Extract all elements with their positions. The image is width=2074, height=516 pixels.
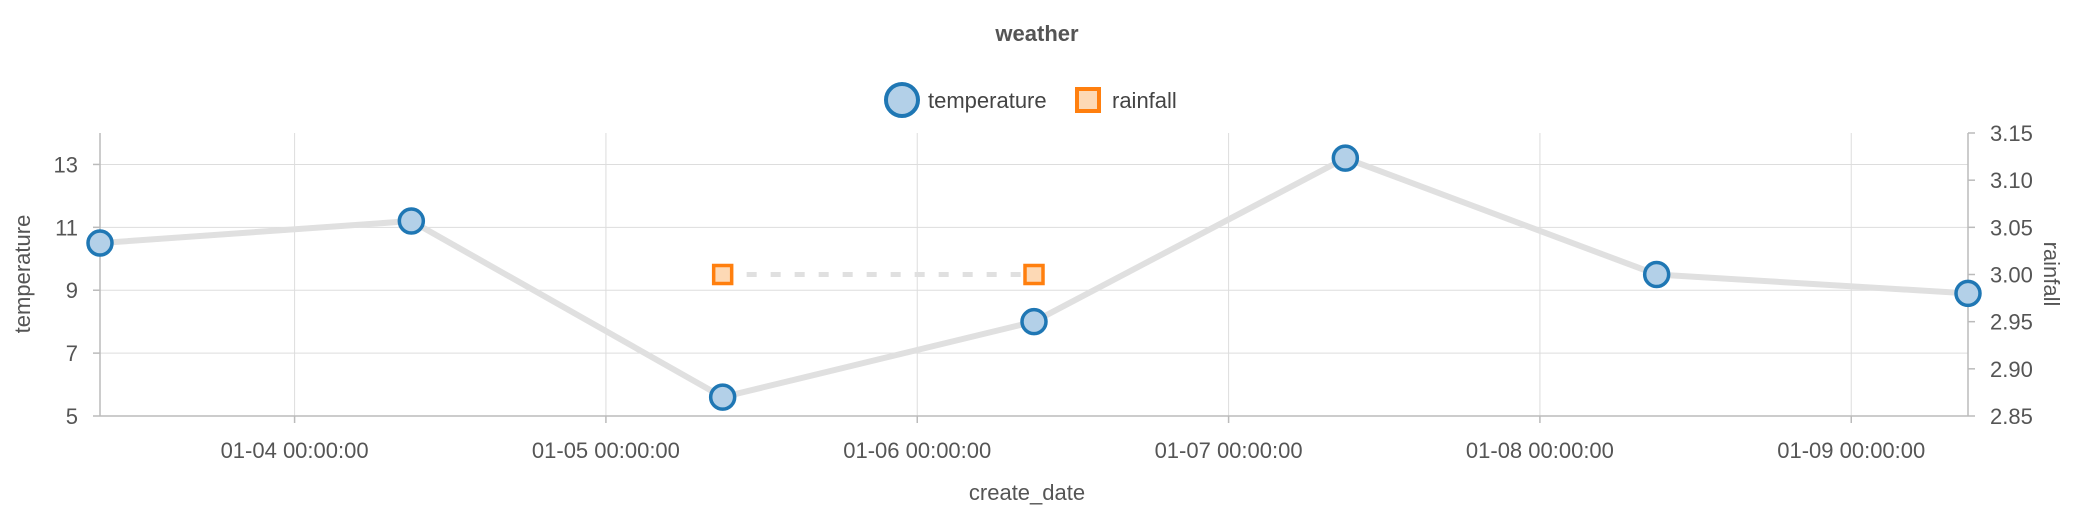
temperature-point[interactable] [1020, 307, 1048, 336]
y-right-tick-label: 3.00 [1990, 263, 2033, 288]
temperature-point[interactable] [1954, 279, 1982, 308]
axes: 01-04 00:00:00 01-05 00:00:00 01-06 00:00:… [54, 121, 2033, 463]
legend-temperature-label[interactable]: temperature [928, 88, 1047, 113]
y-left-tick-label: 11 [55, 215, 78, 240]
y-right-tick-label: 2.90 [1990, 357, 2033, 382]
temperature-point[interactable] [1642, 260, 1671, 289]
y-left-tick-label: 7 [66, 341, 78, 366]
y-axis-left-label: temperature [10, 215, 35, 334]
x-axis-label: create_date [969, 480, 1085, 505]
x-tick-label: 01-04 00:00:00 [221, 438, 369, 463]
legend-rainfall-label[interactable]: rainfall [1112, 88, 1177, 113]
y-left-tick-label: 9 [66, 278, 78, 303]
y-left-tick-label: 13 [54, 152, 78, 177]
x-tick-label: 01-05 00:00:00 [532, 438, 680, 463]
temperature-point[interactable] [86, 229, 114, 257]
y-right-tick-label: 3.05 [1990, 215, 2033, 240]
y-left-tick-label: 5 [66, 404, 78, 429]
legend-rainfall-icon[interactable] [1075, 87, 1101, 113]
rainfall-point[interactable] [711, 263, 734, 286]
x-tick-label: 01-08 00:00:00 [1466, 438, 1614, 463]
x-tick-label: 01-06 00:00:00 [843, 438, 991, 463]
legend[interactable]: temperature rainfall [884, 82, 1177, 118]
legend-temperature-icon[interactable] [884, 82, 920, 118]
y-right-tick-label: 3.15 [1990, 121, 2033, 146]
temperature-point[interactable] [397, 207, 426, 235]
y-right-tick-label: 2.85 [1990, 404, 2033, 429]
y-right-tick-label: 3.10 [1990, 168, 2033, 193]
x-tick-label: 01-09 00:00:00 [1777, 438, 1925, 463]
temperature-point[interactable] [1331, 144, 1360, 172]
x-tick-label: 01-07 00:00:00 [1155, 438, 1303, 463]
series [86, 144, 1982, 411]
y-right-tick-label: 2.95 [1990, 310, 2033, 335]
chart-title: weather [994, 21, 1079, 46]
y-axis-right-label: rainfall [2039, 242, 2064, 307]
rainfall-point[interactable] [1023, 263, 1045, 286]
temperature-point[interactable] [708, 383, 737, 411]
